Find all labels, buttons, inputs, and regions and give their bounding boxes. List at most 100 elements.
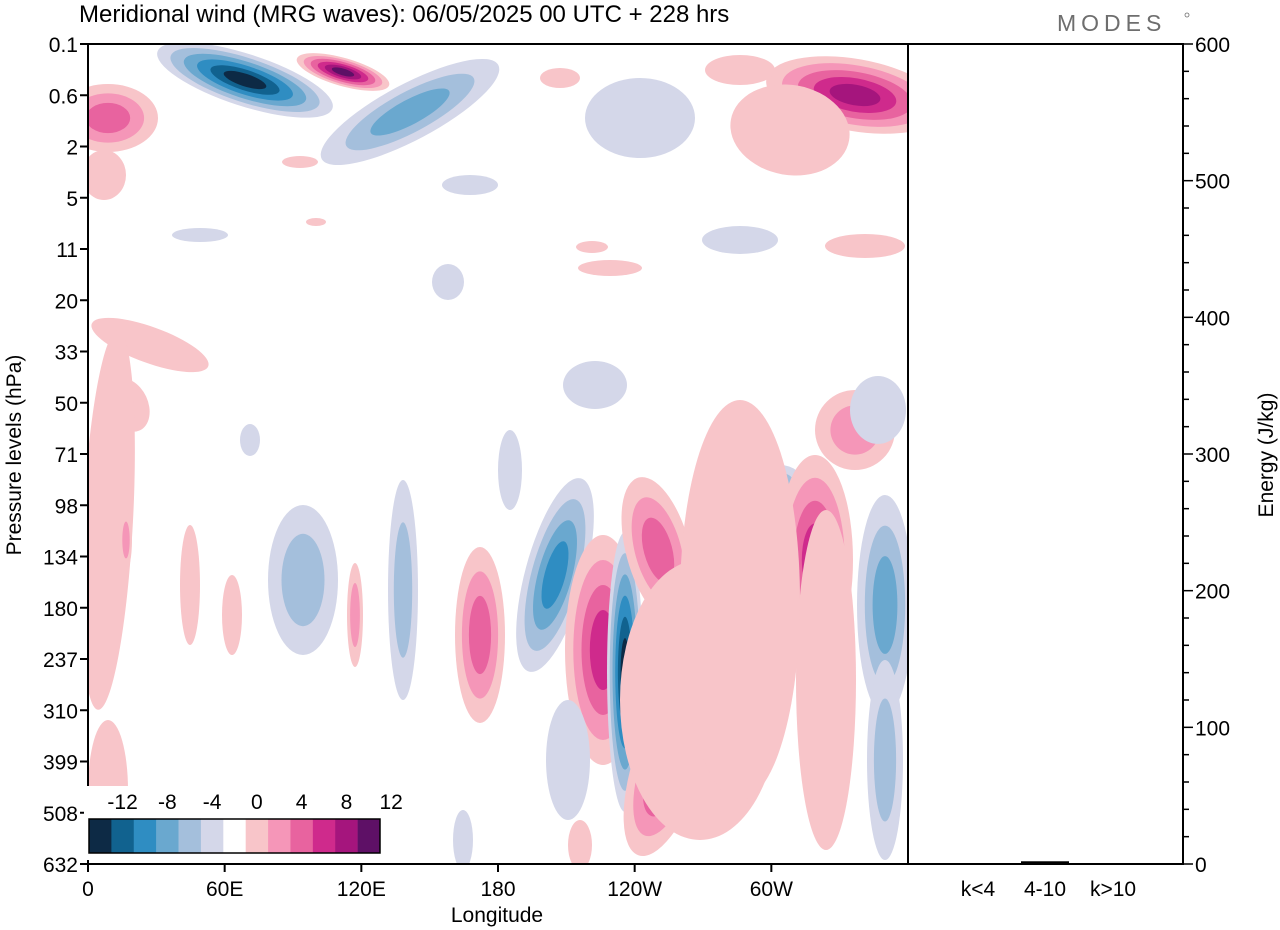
contour-region xyxy=(122,521,130,559)
colorbar-frame xyxy=(88,818,381,854)
contour-region xyxy=(88,102,131,134)
energy-panel-frame xyxy=(907,43,1184,865)
contour-region xyxy=(306,218,326,226)
energy-bar xyxy=(954,863,1002,864)
contour-region xyxy=(498,430,522,510)
contour-region xyxy=(872,556,898,654)
energy-category-label: k>10 xyxy=(1090,878,1136,901)
energy-bars: k<4 4-10 k>10 xyxy=(954,861,1137,901)
contour-region xyxy=(350,583,360,647)
pressure-tick-label: 71 xyxy=(55,444,78,467)
pressure-tick-label: 180 xyxy=(43,598,78,621)
heatmap-contours xyxy=(88,44,908,864)
contour-region xyxy=(568,820,592,864)
energy-tick-label: 200 xyxy=(1195,581,1230,604)
contour-region xyxy=(563,361,627,409)
pressure-tick-label: 2 xyxy=(66,137,78,160)
pressure-tick-label: 5 xyxy=(66,188,78,211)
pressure-tick-label: 632 xyxy=(43,854,78,877)
energy-tick-label: 0 xyxy=(1195,854,1207,877)
contour-region xyxy=(585,78,695,158)
longitude-axis: 0 60E 120E 180 120W 60W xyxy=(82,864,793,901)
longitude-tick-label: 120W xyxy=(607,878,662,901)
pressure-tick-label: 20 xyxy=(55,290,78,313)
contour-region xyxy=(88,150,126,200)
colorbar: -12 -8 -4 0 4 8 12 xyxy=(84,786,403,860)
contour-region xyxy=(850,376,906,444)
chart-title: Meridional wind (MRG waves): 06/05/2025 … xyxy=(79,1,729,28)
pressure-tick-label: 508 xyxy=(43,803,78,826)
logo-trademark-icon xyxy=(1184,12,1190,18)
longitude-tick-label: 60W xyxy=(750,878,793,901)
colorbar-swatch xyxy=(133,819,157,853)
contour-region xyxy=(442,175,498,195)
colorbar-swatch xyxy=(223,819,246,853)
pressure-tick-label: 11 xyxy=(56,239,78,262)
modes-logo: MODES xyxy=(1057,10,1166,36)
contour-region xyxy=(331,67,355,77)
colorbar-swatch xyxy=(268,819,291,853)
contour-region xyxy=(281,533,325,627)
colorbar-label: -8 xyxy=(158,791,177,814)
colorbar-swatch xyxy=(178,819,202,853)
contour-region xyxy=(240,424,260,456)
contour-region xyxy=(370,88,450,136)
contour-region xyxy=(432,264,464,300)
longitude-tick-label: 180 xyxy=(480,878,515,901)
energy-tick-label: 500 xyxy=(1195,171,1230,194)
pressure-tick-label: 98 xyxy=(55,495,78,518)
energy-tick-label: 100 xyxy=(1195,717,1230,740)
pressure-tick-label: 310 xyxy=(43,700,78,723)
colorbar-swatch xyxy=(290,819,314,853)
colorbar-label: 0 xyxy=(251,791,263,814)
energy-tick-label: 300 xyxy=(1195,444,1230,467)
contour-region xyxy=(541,541,569,609)
contour-region xyxy=(873,698,897,822)
pressure-axis: 0.1 0.6 2 5 11 20 33 50 71 98 134 180 237 310 399 508 63… xyxy=(43,34,88,877)
energy-bar xyxy=(1089,863,1137,864)
contour-region xyxy=(825,234,905,258)
y-axis-label: Pressure levels (hPa) xyxy=(3,355,26,556)
contour-region xyxy=(393,522,413,658)
colorbar-label: 4 xyxy=(296,791,308,814)
energy-category-label: k<4 xyxy=(961,878,996,901)
energy-axis-label: Energy (J/kg) xyxy=(1255,393,1278,518)
contour-region xyxy=(578,260,642,276)
colorbar-swatch xyxy=(200,819,224,853)
energy-axis: 0 100 200 300 400 500 600 xyxy=(1183,34,1230,877)
contour-region xyxy=(282,156,318,168)
energy-category-label: 4-10 xyxy=(1024,878,1066,901)
colorbar-swatch xyxy=(312,819,336,853)
longitude-tick-label: 0 xyxy=(82,878,94,901)
pressure-tick-label: 237 xyxy=(43,649,78,672)
colorbar-label: -12 xyxy=(107,791,137,814)
contour-region xyxy=(91,317,209,373)
contour-region xyxy=(829,83,881,107)
contour-region xyxy=(546,700,590,820)
contour-region xyxy=(453,810,473,864)
colorbar-label: 8 xyxy=(341,791,353,814)
colorbar-label: -4 xyxy=(203,791,222,814)
contour-region xyxy=(468,595,492,675)
energy-bar xyxy=(1021,861,1069,864)
colorbar-swatch xyxy=(89,819,112,853)
contour-region xyxy=(223,70,267,90)
contour-region xyxy=(730,84,850,176)
contour-region xyxy=(641,517,675,583)
colorbar-swatch xyxy=(245,819,269,853)
colorbar-label: 12 xyxy=(380,791,403,814)
contour-region xyxy=(172,228,228,242)
contour-region xyxy=(705,55,775,85)
colorbar-swatch xyxy=(111,819,135,853)
contour-region xyxy=(88,330,135,710)
x-axis-label: Longitude xyxy=(451,904,543,927)
contour-region xyxy=(576,241,608,253)
pressure-tick-label: 399 xyxy=(43,752,78,775)
pressure-tick-label: 50 xyxy=(55,393,78,416)
contour-region xyxy=(702,226,778,254)
pressure-tick-label: 0.6 xyxy=(49,85,78,108)
colorbar-swatch xyxy=(335,819,358,853)
energy-tick-label: 400 xyxy=(1195,307,1230,330)
contour-region xyxy=(222,575,242,655)
